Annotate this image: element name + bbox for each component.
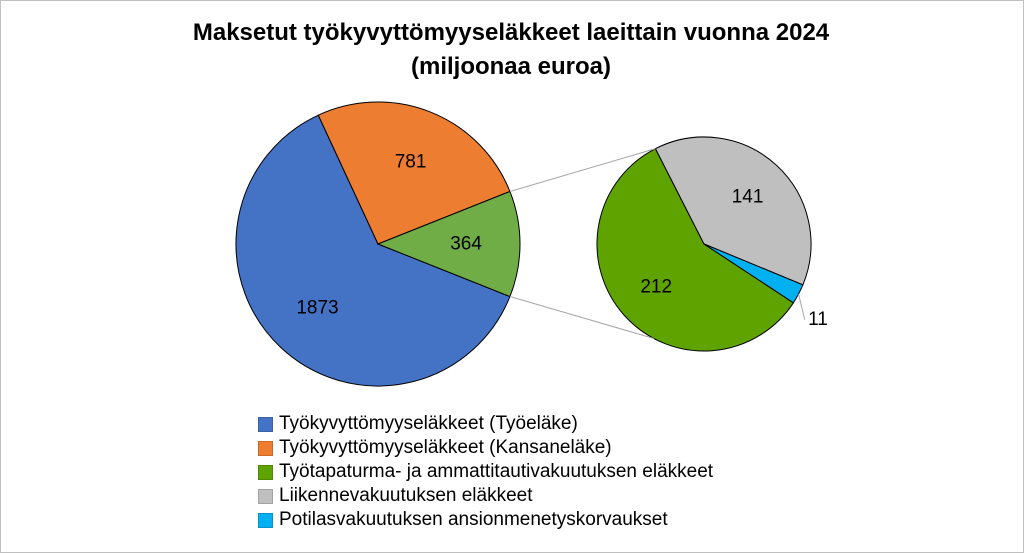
legend-swatch	[258, 416, 273, 432]
secondary-pie-data-label: 141	[732, 186, 764, 207]
chart-title-line-1: Maksetut työkyvyttömyyseläkkeet laeittai…	[192, 19, 830, 46]
connector-line-bottom	[509, 296, 654, 339]
legend-item: Työkyvyttömyyseläkkeet (Kansaneläke)	[258, 436, 713, 460]
secondary-pie-data-label: 212	[640, 276, 672, 297]
main-pie-slice	[317, 101, 511, 245]
legend-item: Liikennevakuutuksen eläkkeet	[258, 484, 713, 508]
legend-label: Työkyvyttömyyseläkkeet (Kansaneläke)	[279, 437, 612, 458]
legend-item: Työkyvyttömyyseläkkeet (Työeläke)	[258, 412, 713, 436]
connector-line-top	[509, 148, 656, 192]
main-pie-data-label: 364	[450, 234, 482, 255]
main-pie-slice	[235, 114, 511, 387]
main-pie-data-label: 781	[395, 152, 427, 173]
secondary-pie-slice	[654, 136, 812, 286]
chart-legend: Työkyvyttömyyseläkkeet (Työeläke) Työkyvy…	[258, 412, 713, 532]
chart-title-line-2: (miljoonaa euroa)	[410, 53, 612, 80]
legend-label: Liikennevakuutuksen eläkkeet	[279, 485, 533, 506]
legend-swatch	[258, 440, 273, 456]
chart-title: Maksetut työkyvyttömyyseläkkeet laeittai…	[0, 16, 1022, 84]
leader-line	[798, 293, 806, 320]
main-pie-data-label: 1873	[296, 297, 338, 318]
legend-label: Työtapaturma- ja ammattitautivakuutuksen…	[279, 461, 714, 482]
legend-label: Potilasvakuutuksen ansionmenetyskorvauks…	[279, 509, 668, 530]
secondary-pie-slice	[703, 243, 804, 304]
legend-swatch	[258, 464, 273, 480]
legend-swatch	[258, 512, 273, 528]
secondary-pie-slice	[596, 147, 795, 352]
legend-label: Työkyvyttömyyseläkkeet (Työeläke)	[279, 413, 578, 434]
legend-item: Potilasvakuutuksen ansionmenetyskorvauks…	[258, 508, 713, 532]
secondary-pie-data-label: 11	[808, 309, 828, 330]
legend-swatch	[258, 488, 273, 504]
legend-item: Työtapaturma- ja ammattitautivakuutuksen…	[258, 460, 713, 484]
main-pie-slice	[376, 190, 521, 298]
